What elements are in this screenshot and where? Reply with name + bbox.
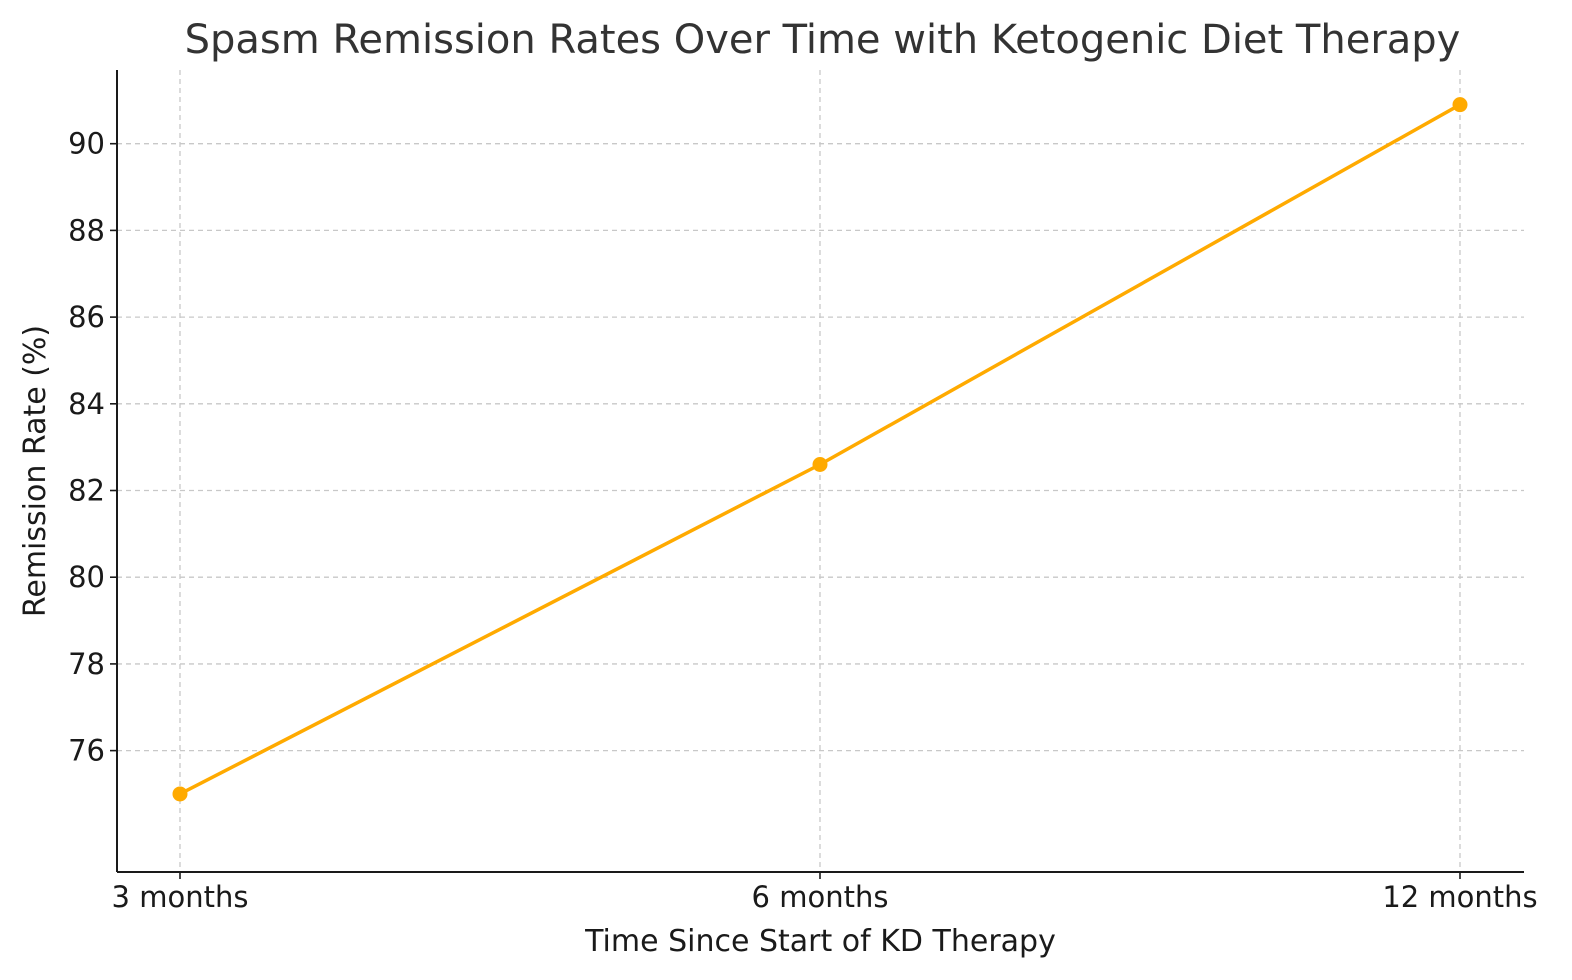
y-tick-label: 84 bbox=[68, 387, 105, 421]
chart-title: Spasm Remission Rates Over Time with Ket… bbox=[185, 17, 1461, 63]
y-tick-label: 76 bbox=[68, 734, 105, 768]
x-tick-label: 3 months bbox=[112, 880, 249, 914]
data-point bbox=[813, 457, 828, 472]
y-tick-label: 80 bbox=[68, 560, 105, 594]
y-tick-label: 88 bbox=[68, 213, 105, 247]
x-tick-label: 6 months bbox=[752, 880, 889, 914]
y-tick-label: 82 bbox=[68, 474, 105, 508]
y-tick-label: 78 bbox=[68, 647, 105, 681]
x-axis-title: Time Since Start of KD Therapy bbox=[584, 924, 1056, 959]
x-tick-label: 12 months bbox=[1382, 880, 1537, 914]
y-tick-label: 90 bbox=[68, 127, 105, 161]
ticks: 76 78 80 82 84 86 88 90 3 months 6 months 12 month… bbox=[68, 127, 1538, 914]
data-point bbox=[1453, 97, 1468, 112]
data-point bbox=[173, 786, 188, 801]
y-axis-title: Remission Rate (%) bbox=[18, 325, 53, 617]
y-tick-label: 86 bbox=[68, 300, 105, 334]
